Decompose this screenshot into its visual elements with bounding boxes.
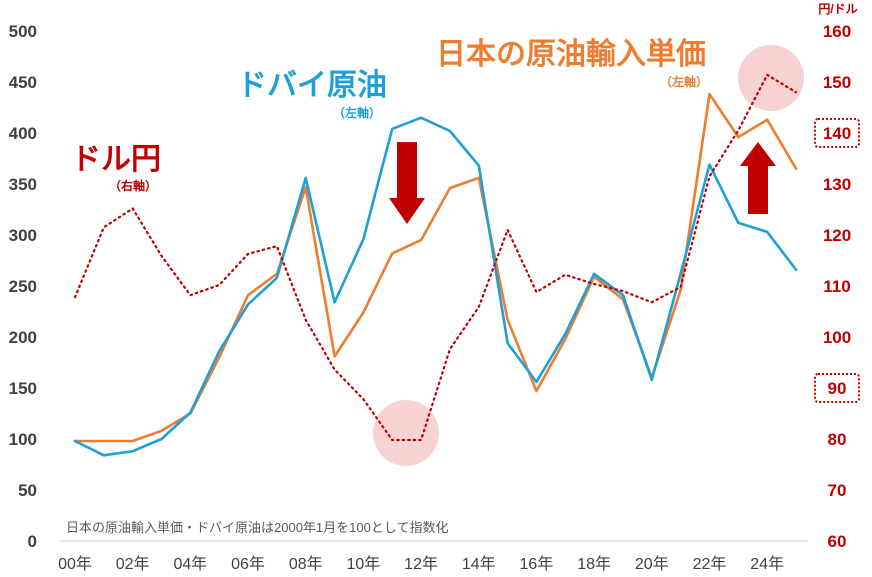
series-line-dubai	[73, 116, 798, 457]
label-japan-import: 日本の原油輸入単価	[436, 37, 706, 71]
label-usdjpy: ドル円	[71, 143, 161, 176]
y-left-tick-label: 250	[9, 277, 37, 296]
label-dubai-axis: （左軸）	[333, 105, 381, 120]
y-right-tick-label: 70	[828, 481, 847, 500]
y-left-tick-label: 50	[18, 481, 37, 500]
y-right-tick-label: 160	[823, 22, 851, 41]
x-tick-label: 00年	[58, 555, 92, 573]
y-right-tick-label: 60	[828, 532, 847, 551]
y-left-tick-label: 200	[9, 328, 37, 347]
label-japan-import-axis: （左軸）	[660, 74, 708, 89]
highlight-circle-2012	[373, 400, 439, 466]
x-tick-label: 14年	[462, 555, 496, 573]
series-line-usdjpy	[73, 73, 798, 442]
x-tick-label: 24年	[750, 555, 784, 573]
y-right-tick-label: 140	[823, 124, 851, 143]
label-usdjpy-axis: （右軸）	[109, 178, 157, 193]
y-right-tick-label: 80	[828, 430, 847, 449]
x-tick-label: 22年	[693, 555, 727, 573]
x-tick-label: 02年	[116, 555, 150, 573]
y-axis-left: 0 50 100 150 200 250 300 350 400 450 500	[9, 22, 37, 551]
chart-note: 日本の原油輸入単価・ドバイ原油は2000年1月を100として指数化	[66, 520, 448, 535]
y-left-tick-label: 150	[9, 379, 37, 398]
up-arrow-icon	[740, 142, 776, 214]
y-axis-right: 60 70 80 90 100 110 120 130 140 150 160	[823, 22, 851, 551]
x-tick-label: 18年	[577, 555, 611, 573]
y-right-tick-label: 130	[823, 175, 851, 194]
label-dubai: ドバイ原油	[237, 69, 387, 102]
x-tick-label: 20年	[635, 555, 669, 573]
y-left-tick-label: 300	[9, 226, 37, 245]
x-tick-label: 04年	[173, 555, 207, 573]
y-left-tick-label: 500	[9, 22, 37, 41]
y-right-tick-label: 100	[823, 328, 851, 347]
x-tick-label: 06年	[231, 555, 265, 573]
y-left-tick-label: 450	[9, 73, 37, 92]
series-layer	[73, 73, 798, 457]
x-tick-label: 12年	[404, 555, 438, 573]
x-tick-label: 08年	[289, 555, 323, 573]
highlight-box-140	[814, 118, 860, 148]
x-axis: 00年 02年 04年 06年 08年 10年 12年 14年 16年 18年 20年 22年 24年	[58, 555, 784, 573]
right-axis-unit: 円/ドル	[818, 2, 857, 16]
y-right-tick-label: 110	[823, 277, 850, 296]
y-left-tick-label: 0	[28, 532, 37, 551]
highlight-box-90	[814, 373, 860, 403]
y-right-tick-label: 150	[823, 73, 851, 92]
x-tick-label: 10年	[346, 555, 380, 573]
y-right-tick-label: 90	[828, 379, 847, 398]
x-tick-label: 16年	[520, 555, 554, 573]
y-right-tick-label: 120	[823, 226, 851, 245]
series-line-japan-import	[73, 92, 798, 443]
y-left-tick-label: 100	[9, 430, 37, 449]
y-left-tick-label: 350	[9, 175, 37, 194]
y-left-tick-label: 400	[9, 124, 37, 143]
down-arrow-icon	[389, 142, 425, 224]
